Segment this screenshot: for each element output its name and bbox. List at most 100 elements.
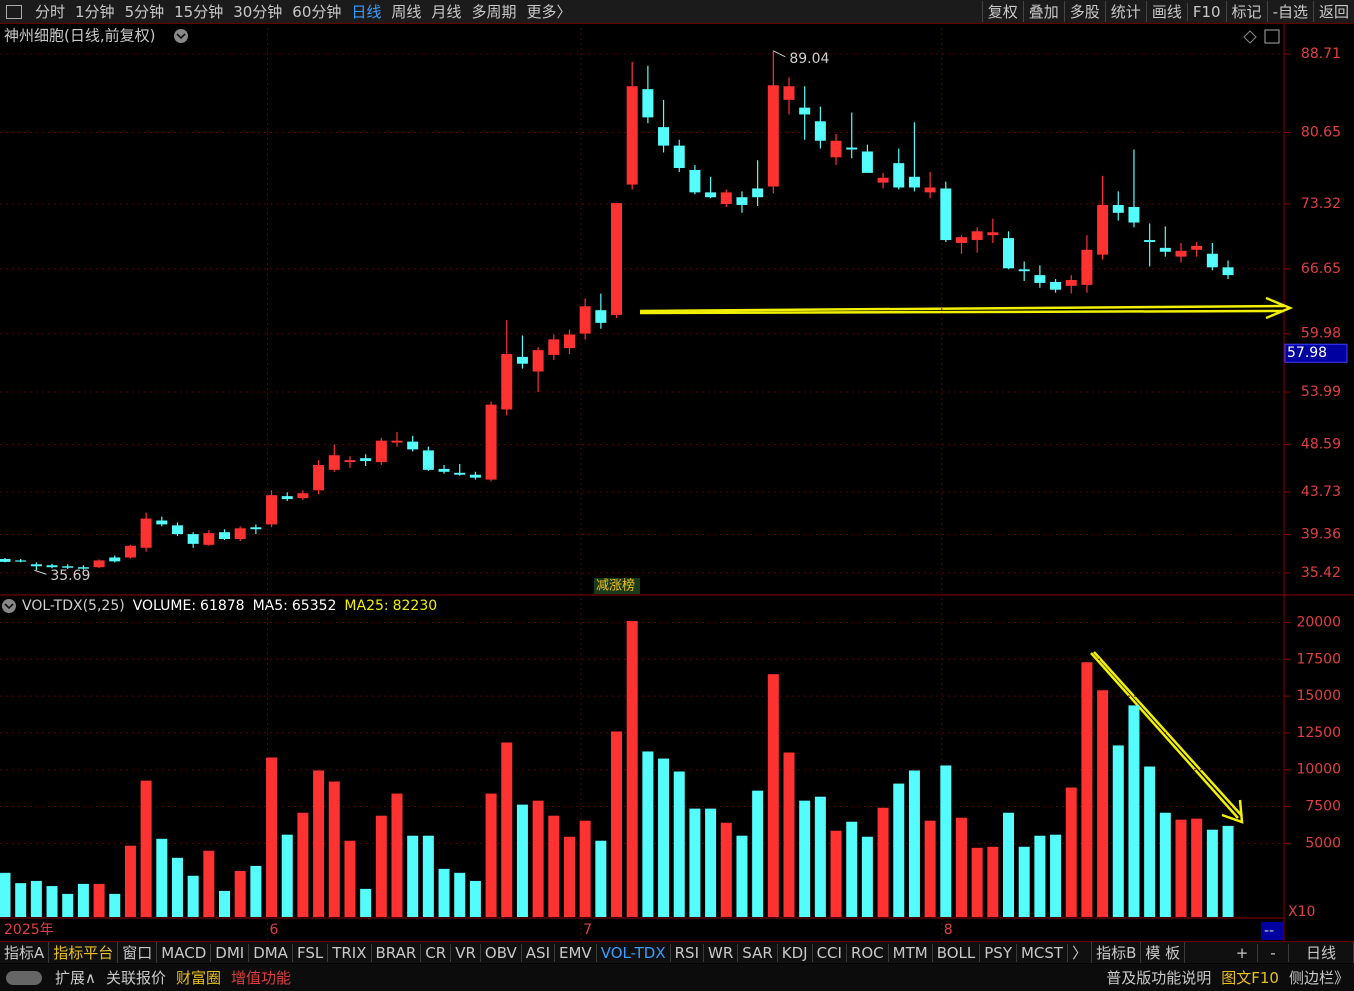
volume-bar: [658, 758, 670, 917]
indicator-tab[interactable]: MTM: [889, 943, 933, 962]
tool-button[interactable]: -自选: [1266, 1, 1313, 22]
tool-button[interactable]: 标记: [1225, 1, 1267, 22]
y-tick-label: 80.65: [1301, 124, 1341, 140]
tool-button[interactable]: 画线: [1145, 1, 1187, 22]
zoom-button[interactable]: -: [1258, 943, 1289, 962]
toggle[interactable]: [6, 970, 42, 985]
tool-button[interactable]: F10: [1186, 2, 1226, 21]
period-tab[interactable]: 5分钟: [124, 3, 165, 21]
status-link[interactable]: 增值功能: [231, 969, 292, 987]
volume-bar: [407, 835, 419, 917]
icon[interactable]: [1264, 29, 1280, 44]
period-tab[interactable]: 日线: [351, 3, 382, 21]
candle-body: [281, 496, 293, 500]
annotation-arrow: [639, 296, 1294, 320]
zoom-button[interactable]: +: [1227, 943, 1258, 962]
status-link[interactable]: 财富圈: [176, 969, 222, 987]
indicator-tab[interactable]: CCI: [813, 943, 847, 962]
menu-icon[interactable]: [174, 29, 188, 43]
candle-body: [344, 460, 356, 463]
tool-button[interactable]: 多股: [1063, 1, 1105, 22]
indicator-tab[interactable]: TRIX: [328, 943, 372, 962]
period-tab[interactable]: 周线: [391, 3, 422, 21]
volume-bar: [171, 857, 183, 917]
indicator-tab[interactable]: 指标B: [1092, 942, 1142, 963]
volume-bar: [46, 886, 58, 917]
period-tab[interactable]: 月线: [431, 3, 462, 21]
indicator-tab[interactable]: 指标A: [0, 942, 50, 963]
menu-icon[interactable]: [2, 599, 16, 613]
indicator-tab[interactable]: SAR: [738, 943, 778, 962]
window-icon[interactable]: [6, 4, 22, 19]
indicator-tab[interactable]: ROC: [847, 943, 889, 962]
indicator-tab[interactable]: DMI: [211, 943, 250, 962]
indicator-tab[interactable]: PSY: [980, 943, 1017, 962]
status-link[interactable]: 关联报价: [105, 969, 166, 987]
status-link[interactable]: 侧边栏》: [1288, 969, 1349, 987]
volume-bar: [62, 893, 74, 917]
indicator-tab[interactable]: CR: [421, 943, 452, 962]
candle-body: [266, 495, 278, 525]
volume-bar: [360, 888, 372, 917]
indicator-tab[interactable]: OBV: [481, 943, 522, 962]
x-tick-label: 7: [583, 922, 592, 938]
status-link[interactable]: 图文F10: [1221, 969, 1279, 987]
indicator-tab[interactable]: FSL: [293, 943, 329, 962]
candle-body: [767, 85, 779, 187]
tool-button[interactable]: 返回: [1312, 1, 1354, 22]
indicator-tab[interactable]: RSI: [671, 943, 704, 962]
volume-bar: [140, 780, 152, 917]
period-tab[interactable]: 多周期: [471, 3, 517, 21]
indicator-tab[interactable]: 指标平台: [49, 942, 119, 963]
indicator-tab[interactable]: 窗口: [118, 942, 158, 963]
indicator-tab[interactable]: ASI: [522, 943, 556, 962]
volume-bar: [814, 796, 826, 917]
indicator-tab[interactable]: BRAR: [372, 943, 422, 962]
tool-button[interactable]: 复权: [981, 1, 1023, 22]
low-pointer: [34, 569, 47, 575]
volume-bar: [516, 804, 528, 917]
indicator-tab[interactable]: VOL-TDX: [597, 943, 671, 962]
period-tab[interactable]: 60分钟: [292, 3, 342, 21]
indicator-tab[interactable]: KDJ: [778, 943, 813, 962]
tag-label: 减涨榜: [596, 578, 635, 594]
volume-bar: [987, 846, 999, 917]
tool-button[interactable]: 统计: [1104, 1, 1146, 22]
indicator-tab[interactable]: MACD: [157, 943, 212, 962]
volume-bar: [1206, 829, 1218, 917]
status-link[interactable]: 普及版功能说明: [1106, 969, 1212, 987]
indicator-toolbar: 指标A 指标平台 窗口 MACD DMI DMA FSL TRIX BRAR CR VR OBV ASI…: [0, 941, 1354, 963]
candle-body: [391, 440, 403, 443]
indicator-tab[interactable]: DMA: [249, 943, 293, 962]
period-tab[interactable]: 1分钟: [75, 3, 115, 21]
candle-body: [579, 306, 591, 334]
indicator-tab[interactable]: 模 板: [1141, 942, 1186, 963]
indicator-tab[interactable]: MCST: [1017, 943, 1069, 962]
period-tab[interactable]: 30分钟: [233, 3, 283, 21]
volume-bar: [1003, 812, 1015, 917]
volume-bar: [673, 771, 685, 917]
candle-body: [62, 566, 74, 568]
candle-body: [971, 231, 983, 241]
status-link[interactable]: 扩展∧: [55, 969, 96, 987]
period-tab[interactable]: 15分钟: [174, 3, 224, 21]
tool-button[interactable]: 叠加: [1022, 1, 1064, 22]
icon[interactable]: [1243, 30, 1257, 44]
candle-body: [642, 89, 654, 118]
volume-bar: [893, 783, 905, 917]
period-tab[interactable]: 更多〉: [526, 3, 572, 21]
empty-box: [1261, 922, 1283, 940]
indicator-tab[interactable]: VR: [451, 943, 481, 962]
indicator-tab[interactable]: WR: [704, 943, 739, 962]
period-tab[interactable]: 分时: [35, 3, 66, 21]
candle-body: [15, 560, 27, 562]
indicator-tab[interactable]: EMV: [555, 943, 597, 962]
indicator-tab[interactable]: 〉: [1068, 942, 1093, 963]
candle-body: [219, 532, 231, 539]
volume-bar: [548, 815, 560, 917]
volume-bar: [469, 880, 481, 917]
volume-bar: [203, 850, 215, 917]
indicator-tab[interactable]: BOLL: [933, 943, 981, 962]
volume-bar: [1191, 818, 1203, 917]
